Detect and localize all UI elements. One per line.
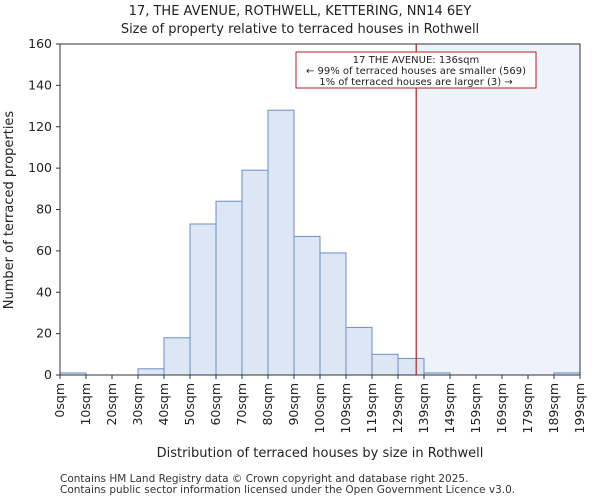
y-tick-label: 60 <box>36 243 52 258</box>
y-tick-label: 120 <box>28 119 52 134</box>
x-tick-label: 189sqm <box>546 383 561 433</box>
x-tick-label: 149sqm <box>442 383 457 433</box>
y-tick-label: 160 <box>28 36 52 51</box>
bar-129sqm <box>397 357 425 376</box>
annotation-line: 17 THE AVENUE: 136sqm <box>353 55 479 66</box>
x-tick-label: 169sqm <box>494 383 509 433</box>
x-tick-label: 179sqm <box>520 383 535 433</box>
x-tick-label: 139sqm <box>416 383 431 433</box>
bar-90sqm <box>293 235 321 376</box>
x-tick-label: 70sqm <box>234 383 249 426</box>
shaded-region <box>416 44 580 375</box>
footer-licence: Contains public sector information licen… <box>60 484 516 496</box>
x-tick-label: 109sqm <box>338 383 353 433</box>
annotation-line: 1% of terraced houses are larger (3) → <box>319 77 513 88</box>
bar-70sqm <box>241 169 269 376</box>
x-tick-label: 129sqm <box>390 383 405 433</box>
y-tick-label: 20 <box>36 326 52 341</box>
chart-subtitle: Size of property relative to terraced ho… <box>120 22 480 37</box>
x-tick-label: 10sqm <box>78 383 93 426</box>
footer-copyright: Contains HM Land Registry data © Crown c… <box>60 473 469 485</box>
bar-30sqm <box>137 368 165 376</box>
y-tick-label: 0 <box>44 367 52 382</box>
bar-50sqm <box>189 223 217 376</box>
bar-60sqm <box>215 200 243 376</box>
bar-119sqm <box>371 353 399 376</box>
x-axis-label: Distribution of terraced houses by size … <box>157 446 484 461</box>
y-axis-label: Number of terraced properties <box>2 111 17 310</box>
x-tick-label: 30sqm <box>130 383 145 426</box>
x-tick-label: 40sqm <box>156 383 171 426</box>
bar-100sqm <box>319 252 347 376</box>
x-tick-label: 119sqm <box>364 383 379 433</box>
x-tick-label: 80sqm <box>260 383 275 426</box>
y-tick-label: 100 <box>28 160 52 175</box>
x-tick-label: 0sqm <box>52 383 67 418</box>
x-tick-label: 100sqm <box>312 383 327 433</box>
bar-109sqm <box>345 326 373 376</box>
y-tick-label: 140 <box>28 77 52 92</box>
annotation-box <box>295 51 537 89</box>
x-tick-label: 90sqm <box>286 383 301 426</box>
bar-80sqm <box>267 109 295 376</box>
x-tick-label: 60sqm <box>208 383 223 426</box>
x-tick-label: 20sqm <box>104 383 119 426</box>
annotation-line: ← 99% of terraced houses are smaller (56… <box>306 66 526 77</box>
y-tick-label: 80 <box>36 202 52 217</box>
x-tick-label: 159sqm <box>468 383 483 433</box>
x-tick-label: 50sqm <box>182 383 197 426</box>
bar-40sqm <box>163 337 191 376</box>
chart-title: 17, THE AVENUE, ROTHWELL, KETTERING, NN1… <box>128 4 472 19</box>
x-tick-label: 199sqm <box>572 383 587 433</box>
y-tick-label: 40 <box>36 284 52 299</box>
